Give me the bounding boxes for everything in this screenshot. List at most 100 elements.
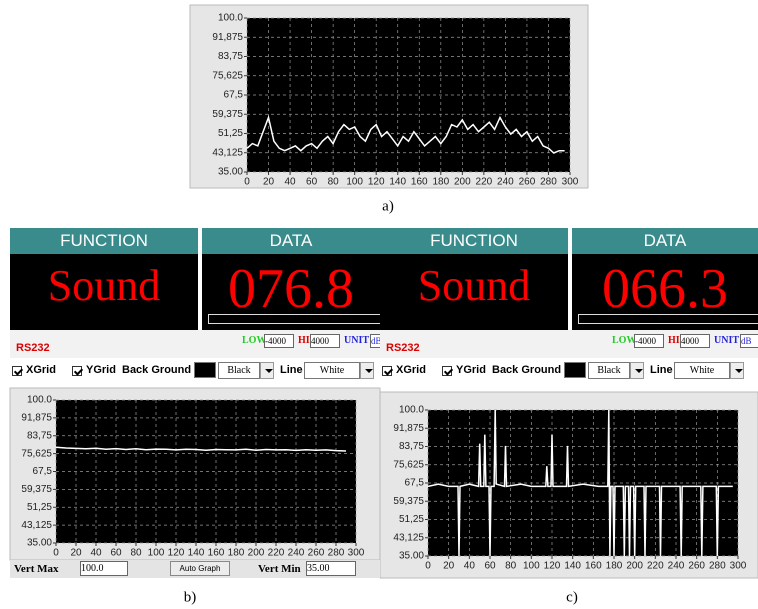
x-tick-label: 100 xyxy=(523,561,540,572)
x-tick-label: 60 xyxy=(484,561,496,572)
caption: b) xyxy=(184,589,197,605)
data-line xyxy=(427,409,733,557)
x-tick-label: 20 xyxy=(263,177,275,188)
y-tick-label: 91,875 xyxy=(212,32,243,43)
hi-input[interactable]: 4000 xyxy=(310,334,340,348)
reading-display: 066.3 xyxy=(572,254,758,330)
x-tick-label: 120 xyxy=(544,561,561,572)
x-tick-label: 20 xyxy=(443,561,455,572)
low-label: LOW xyxy=(612,335,637,346)
x-tick-label: 140 xyxy=(389,177,406,188)
x-tick-label: 220 xyxy=(647,561,664,572)
y-tick-label: 100.0 xyxy=(218,13,243,24)
vert-max-input[interactable]: 100.0 xyxy=(80,561,128,576)
x-tick-label: 140 xyxy=(188,548,205,559)
ygrid-checkbox[interactable] xyxy=(72,366,82,376)
background-select[interactable]: Black xyxy=(218,362,260,379)
x-tick-label: 0 xyxy=(53,548,59,559)
unit-input[interactable]: dB xyxy=(740,334,758,348)
data-header: DATA xyxy=(202,228,380,254)
caption: c) xyxy=(566,589,578,605)
y-tick-label: 100.0 xyxy=(399,405,424,416)
y-tick-label: 83,75 xyxy=(27,430,52,441)
x-tick-label: 40 xyxy=(464,561,476,572)
y-tick-label: 91,875 xyxy=(21,413,52,424)
y-tick-label: 75,625 xyxy=(212,70,243,81)
x-tick-label: 80 xyxy=(328,177,340,188)
x-tick-label: 200 xyxy=(626,561,643,572)
x-tick-label: 220 xyxy=(268,548,285,559)
reading-display: 076.8 xyxy=(202,254,380,330)
y-tick-label: 59,375 xyxy=(393,496,424,507)
x-tick-label: 200 xyxy=(248,548,265,559)
function-header: FUNCTION xyxy=(380,228,568,254)
xgrid-label: XGrid xyxy=(396,364,426,376)
y-tick-label: 75,625 xyxy=(393,459,424,470)
y-tick-label: 75,625 xyxy=(21,448,52,459)
line-select[interactable]: White xyxy=(304,362,360,379)
x-tick-label: 280 xyxy=(328,548,345,559)
xgrid-checkbox[interactable] xyxy=(12,366,22,376)
x-tick-label: 80 xyxy=(130,548,142,559)
y-tick-label: 35.00 xyxy=(399,551,424,562)
x-tick-label: 0 xyxy=(425,561,431,572)
low-input[interactable]: -4000 xyxy=(264,334,294,348)
y-tick-label: 35.00 xyxy=(218,167,243,178)
x-tick-label: 240 xyxy=(288,548,305,559)
x-tick-label: 300 xyxy=(730,561,747,572)
x-tick-label: 140 xyxy=(564,561,581,572)
x-tick-label: 180 xyxy=(228,548,245,559)
x-tick-label: 240 xyxy=(497,177,514,188)
data-line xyxy=(55,446,347,452)
color-swatch xyxy=(194,362,216,378)
x-tick-label: 60 xyxy=(306,177,318,188)
plot-area xyxy=(247,18,570,172)
background-arrow[interactable] xyxy=(630,362,644,379)
x-tick-label: 160 xyxy=(585,561,602,572)
ygrid-checkbox[interactable] xyxy=(442,366,452,376)
y-tick-label: 43,125 xyxy=(212,147,243,158)
auto-graph-button[interactable]: Auto Graph xyxy=(170,561,230,576)
port-label: RS232 xyxy=(386,342,420,354)
color-swatch xyxy=(564,362,586,378)
y-tick-label: 67,5 xyxy=(33,466,53,477)
hi-input[interactable]: 4000 xyxy=(680,334,710,348)
y-tick-label: 35.00 xyxy=(27,538,52,549)
unit-label: UNIT xyxy=(344,335,370,346)
line-arrow[interactable] xyxy=(360,362,374,379)
x-tick-label: 260 xyxy=(688,561,705,572)
x-tick-label: 180 xyxy=(432,177,449,188)
x-tick-label: 20 xyxy=(70,548,82,559)
background-select[interactable]: Black xyxy=(588,362,630,379)
background-arrow[interactable] xyxy=(260,362,274,379)
unit-label: UNIT xyxy=(714,335,740,346)
x-tick-label: 160 xyxy=(208,548,225,559)
xgrid-label: XGrid xyxy=(26,364,56,376)
y-tick-label: 67,5 xyxy=(405,478,425,489)
progress-bar xyxy=(208,314,380,324)
y-tick-label: 43,125 xyxy=(393,532,424,543)
data-header: DATA xyxy=(572,228,758,254)
y-tick-label: 83,75 xyxy=(218,51,243,62)
x-tick-label: 120 xyxy=(368,177,385,188)
low-input[interactable]: -4000 xyxy=(634,334,664,348)
vert-min-input[interactable]: 35.00 xyxy=(306,561,356,576)
x-tick-label: 280 xyxy=(709,561,726,572)
xgrid-checkbox[interactable] xyxy=(382,366,392,376)
x-tick-label: 100 xyxy=(346,177,363,188)
x-tick-label: 160 xyxy=(411,177,428,188)
line-label: Line xyxy=(280,364,303,376)
unit-input[interactable]: dB xyxy=(370,334,380,348)
y-tick-label: 100.0 xyxy=(27,395,52,406)
line-arrow[interactable] xyxy=(730,362,744,379)
line-select[interactable]: White xyxy=(674,362,730,379)
x-tick-label: 60 xyxy=(110,548,122,559)
function-display: Sound xyxy=(380,254,568,330)
vert-min-label: Vert Min xyxy=(258,563,301,575)
x-tick-label: 200 xyxy=(454,177,471,188)
background-label: Back Ground xyxy=(122,364,192,376)
y-tick-label: 83,75 xyxy=(399,441,424,452)
x-tick-label: 300 xyxy=(348,548,365,559)
function-display: Sound xyxy=(10,254,198,330)
